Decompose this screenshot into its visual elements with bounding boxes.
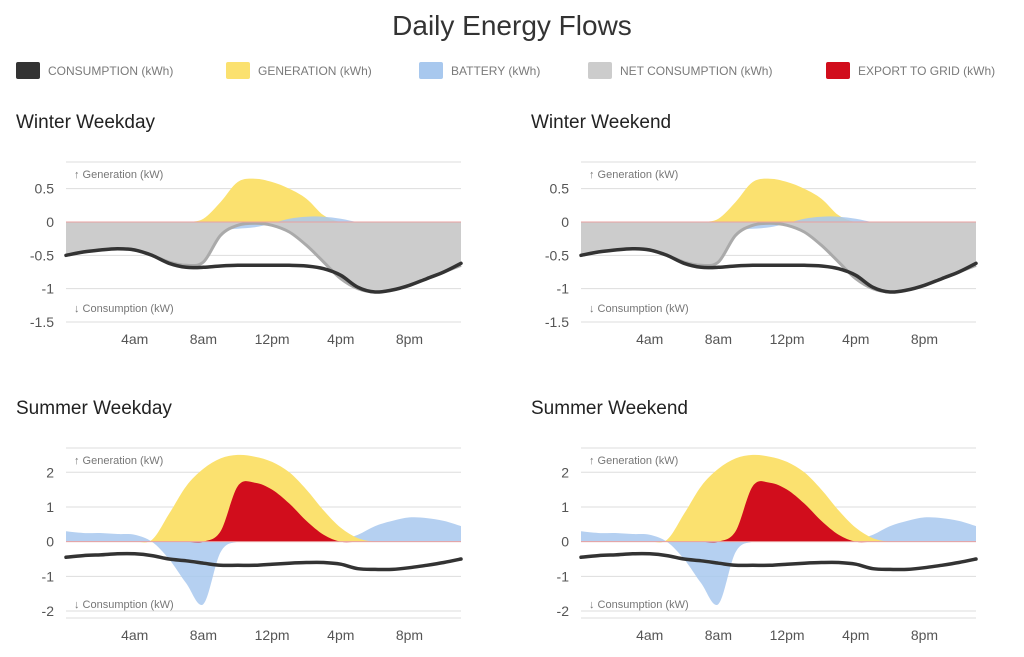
- x-tick-label: 8am: [705, 331, 732, 347]
- chart-title: Summer Weekend: [531, 398, 688, 419]
- legend-item-generation[interactable]: GENERATION (kWh): [226, 62, 372, 79]
- consumption-line: [579, 551, 978, 572]
- chart-title: Summer Weekday: [16, 398, 172, 419]
- y-tick-label: 1: [561, 499, 569, 515]
- x-tick-label: 8am: [190, 331, 217, 347]
- generation-axis-label: ↑ Generation (kW): [589, 455, 678, 467]
- consumption-line: [64, 551, 463, 572]
- y-tick-label: 0.5: [35, 181, 55, 197]
- legend-swatch-export: [826, 62, 850, 79]
- y-tick-label: -0.5: [545, 247, 569, 263]
- x-tick-label: 12pm: [255, 331, 290, 347]
- x-tick-label: 12pm: [770, 331, 805, 347]
- generation-axis-label: ↑ Generation (kW): [74, 169, 163, 181]
- legend-swatch-net-consumption: [588, 62, 612, 79]
- consumption-axis-label: ↓ Consumption (kW): [74, 599, 174, 611]
- y-tick-label: 2: [46, 464, 54, 480]
- x-tick-label: 4pm: [842, 331, 869, 347]
- export-area: [66, 481, 461, 543]
- consumption-axis-label: ↓ Consumption (kW): [74, 303, 174, 315]
- y-tick-label: -0.5: [30, 247, 54, 263]
- consumption-line: [579, 246, 978, 294]
- chart-panel-winter-weekday: Winter Weekday 0.5 0 -0.5 -1 -1.5 ↑ Generatio…: [16, 112, 486, 347]
- x-tick-label: 4am: [636, 627, 663, 643]
- consumption-axis-label: ↓ Consumption (kW): [589, 599, 689, 611]
- chart-svg: 2 1 0 -1 -2 ↑ Generation (kW) ↓ Consumption (k…: [557, 447, 978, 643]
- generation-area: [581, 178, 976, 223]
- x-tick-label: 8am: [705, 627, 732, 643]
- chart-svg: 0.5 0 -0.5 -1 -1.5 ↑ Generation (kW) ↓ Consump…: [30, 161, 463, 347]
- x-tick-label: 8pm: [911, 331, 938, 347]
- x-tick-label: 8pm: [396, 627, 423, 643]
- consumption-axis-label: ↓ Consumption (kW): [589, 303, 689, 315]
- chart-title: Winter Weekday: [16, 112, 156, 133]
- x-tick-label: 12pm: [255, 627, 290, 643]
- chart-svg: 0.5 0 -0.5 -1 -1.5 ↑ Generation (kW) ↓ Consump…: [545, 161, 978, 347]
- chart-panel-summer-weekday: Summer Weekday 2 1 0 -1 -2 ↑ Generation (kW) ↓…: [16, 398, 486, 643]
- y-tick-label: 1: [46, 499, 54, 515]
- page-title: Daily Energy Flows: [392, 10, 632, 41]
- net-area: [581, 222, 976, 293]
- y-tick-label: -1.5: [545, 314, 569, 330]
- legend-swatch-consumption: [16, 62, 40, 79]
- x-tick-label: 8pm: [396, 331, 423, 347]
- generation-axis-label: ↑ Generation (kW): [589, 169, 678, 181]
- x-tick-label: 4am: [121, 331, 148, 347]
- legend-label: BATTERY (kWh): [451, 63, 541, 78]
- consumption-line: [64, 246, 463, 294]
- x-tick-label: 8am: [190, 627, 217, 643]
- battery-area: [581, 517, 976, 606]
- chart-panel-winter-weekend: Winter Weekend 0.5 0 -0.5 -1 -1.5 ↑ Generatio…: [531, 112, 1001, 347]
- x-tick-label: 12pm: [770, 627, 805, 643]
- legend-label: CONSUMPTION (kWh): [48, 63, 174, 78]
- x-tick-label: 4pm: [327, 331, 354, 347]
- legend-label: GENERATION (kWh): [258, 63, 372, 78]
- net-area: [66, 222, 461, 293]
- legend-label: EXPORT TO GRID (kWh): [858, 63, 996, 78]
- legend-swatch-battery: [419, 62, 443, 79]
- y-tick-label: -2: [42, 603, 55, 619]
- y-tick-label: 0.5: [550, 181, 570, 197]
- x-tick-label: 4am: [636, 331, 663, 347]
- chart-svg: 2 1 0 -1 -2 ↑ Generation (kW) ↓ Consumption (k…: [42, 447, 463, 643]
- x-tick-label: 4pm: [327, 627, 354, 643]
- y-tick-label: -1: [557, 281, 570, 297]
- y-tick-label: 0: [46, 214, 54, 230]
- x-tick-label: 8pm: [911, 627, 938, 643]
- legend-item-consumption[interactable]: CONSUMPTION (kWh): [16, 62, 173, 79]
- chart-panel-summer-weekend: Summer Weekend 2 1 0 -1 -2 ↑ Generation (kW) ↓…: [531, 398, 1001, 643]
- y-tick-label: 0: [46, 534, 54, 550]
- battery-area: [66, 517, 461, 606]
- y-tick-label: 0: [561, 534, 569, 550]
- legend-swatch-generation: [226, 62, 250, 79]
- y-tick-label: 0: [561, 214, 569, 230]
- legend-item-export[interactable]: EXPORT TO GRID (kWh): [826, 62, 995, 79]
- generation-area: [66, 178, 461, 223]
- x-tick-label: 4am: [121, 627, 148, 643]
- y-tick-label: -1.5: [30, 314, 54, 330]
- y-tick-label: -1: [557, 568, 570, 584]
- legend-item-battery[interactable]: BATTERY (kWh): [419, 62, 540, 79]
- legend: CONSUMPTION (kWh) GENERATION (kWh) BATTE…: [16, 62, 1016, 86]
- y-tick-label: -2: [557, 603, 570, 619]
- generation-axis-label: ↑ Generation (kW): [74, 455, 163, 467]
- legend-label: NET CONSUMPTION (kWh): [620, 63, 773, 78]
- y-tick-label: 2: [561, 464, 569, 480]
- chart-title: Winter Weekend: [531, 112, 672, 133]
- export-area: [581, 481, 976, 543]
- x-tick-label: 4pm: [842, 627, 869, 643]
- y-tick-label: -1: [42, 281, 55, 297]
- y-tick-label: -1: [42, 568, 55, 584]
- legend-item-net-consumption[interactable]: NET CONSUMPTION (kWh): [588, 62, 772, 79]
